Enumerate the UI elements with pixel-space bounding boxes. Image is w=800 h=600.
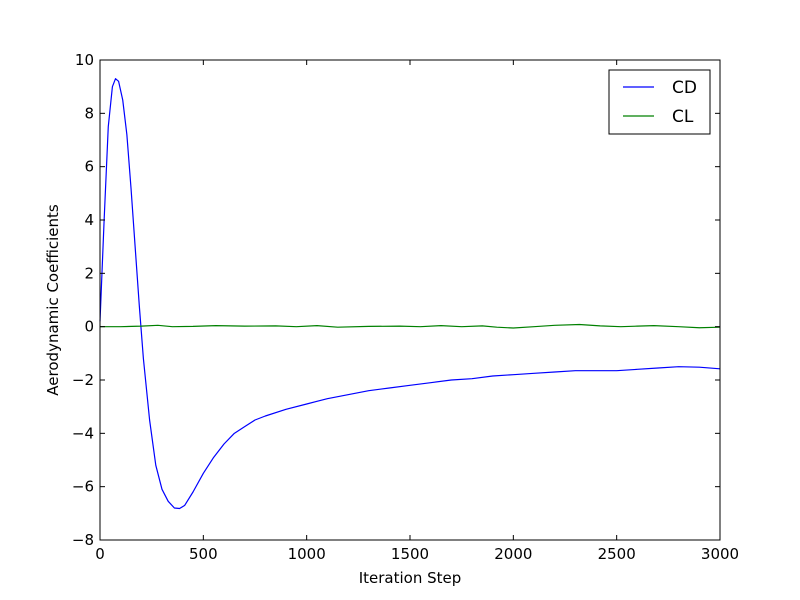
x-tick-label: 2000 bbox=[494, 545, 532, 563]
y-tick-label: −8 bbox=[72, 531, 94, 549]
legend-label-cd: CD bbox=[672, 78, 697, 98]
y-tick-label: 10 bbox=[75, 51, 94, 69]
legend-box bbox=[608, 69, 711, 135]
series-line-cl bbox=[100, 323, 721, 329]
legend-label-cl: CL bbox=[672, 107, 694, 127]
ticks-layer: 0 500 1000 1500 2000 2500 3000 −8 −6 −4 −2 0 2 4 6 8 10 bbox=[72, 51, 739, 563]
y-tick-label: −6 bbox=[72, 478, 94, 496]
legend: CD CL bbox=[608, 69, 711, 135]
x-tick-label: 500 bbox=[189, 545, 218, 563]
y-tick-label: 6 bbox=[84, 158, 94, 176]
y-tick-label: 4 bbox=[84, 211, 94, 229]
y-tick-label: 0 bbox=[84, 318, 94, 336]
plot-frame bbox=[99, 59, 721, 541]
x-tick-label: 1500 bbox=[391, 545, 429, 563]
y-tick-label: −2 bbox=[72, 371, 94, 389]
y-tick-label: −4 bbox=[72, 424, 94, 442]
series-layer bbox=[99, 78, 721, 510]
y-tick-label: 2 bbox=[84, 264, 94, 282]
x-tick-label: 2500 bbox=[598, 545, 636, 563]
y-axis-label: Aerodynamic Coefficients bbox=[44, 204, 62, 396]
series-line-cd bbox=[99, 78, 721, 510]
x-tick-label: 3000 bbox=[701, 545, 739, 563]
y-tick-label: 8 bbox=[84, 104, 94, 122]
x-tick-label: 1000 bbox=[288, 545, 326, 563]
x-tick-label: 0 bbox=[95, 545, 105, 563]
x-axis-label: Iteration Step bbox=[359, 569, 462, 587]
